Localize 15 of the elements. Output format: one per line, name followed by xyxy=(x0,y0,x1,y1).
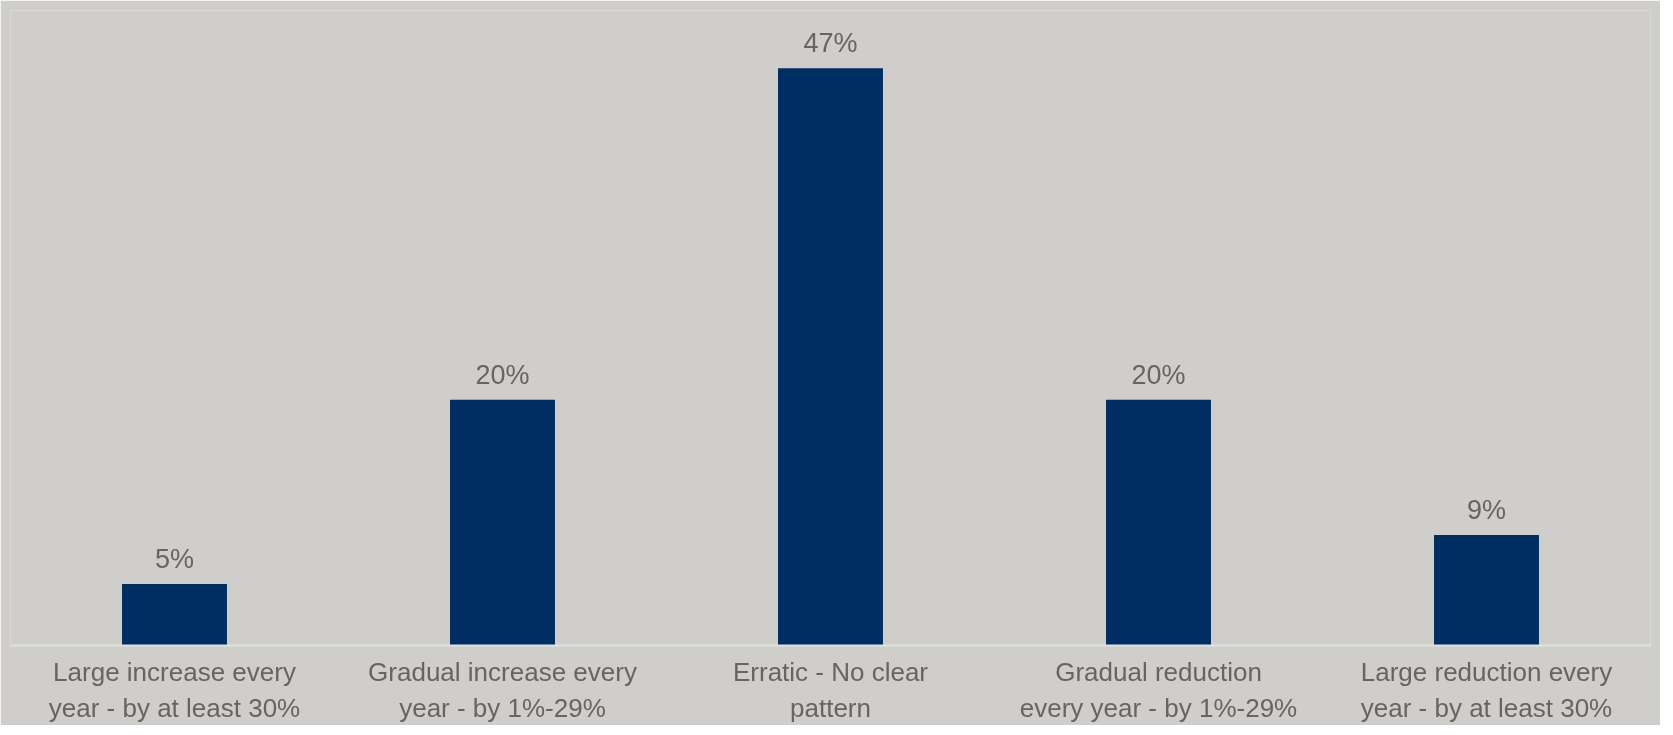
data-label: 9% xyxy=(1466,494,1507,525)
x-tick-label: Erratic - No clear pattern xyxy=(732,656,929,723)
x-tick-label: Large reduction every year - by at least 30% xyxy=(1360,656,1613,723)
bar xyxy=(122,584,227,646)
bar xyxy=(450,399,555,646)
data-label: 20% xyxy=(475,359,530,390)
data-label: 5% xyxy=(154,544,195,575)
x-tick-label: Gradual reduction every year - by 1%-29% xyxy=(1019,656,1298,723)
bar xyxy=(1434,534,1539,646)
x-tick-label: Large increase every year - by at least 30% xyxy=(48,656,301,723)
bar xyxy=(1106,399,1211,646)
bar xyxy=(778,68,883,646)
x-tick-label: Gradual increase every year - by 1%-29% xyxy=(368,656,637,723)
data-label: 20% xyxy=(1131,359,1186,390)
data-label: 47% xyxy=(803,28,858,59)
